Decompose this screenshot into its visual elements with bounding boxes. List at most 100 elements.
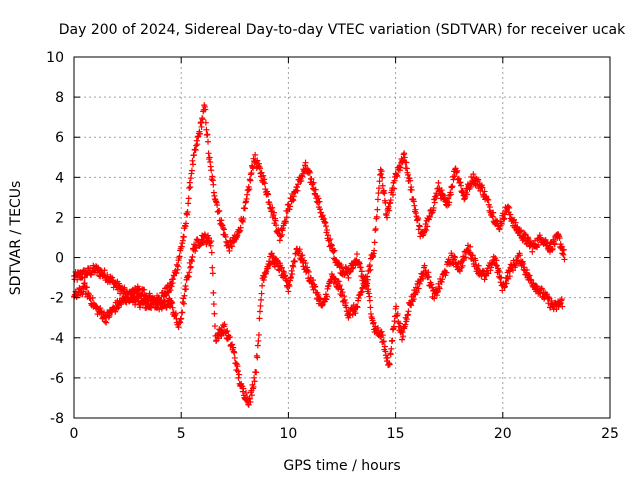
y-tick-label: -2	[50, 291, 64, 307]
data-point	[486, 204, 493, 211]
data-point	[291, 258, 298, 265]
x-tick-label: 5	[177, 426, 186, 442]
data-point	[325, 232, 332, 239]
data-point	[381, 190, 388, 197]
data-point	[231, 349, 238, 356]
data-point	[374, 206, 381, 213]
y-tick-label: 10	[46, 50, 64, 66]
axis-ticks: 0 5 10 15 20 25 -8 -6 -4 -2 0 2 4 6 8 10	[46, 50, 619, 442]
data-point	[237, 224, 244, 231]
data-point	[308, 175, 315, 182]
data-point	[405, 308, 412, 315]
x-tick-label: 25	[601, 426, 619, 442]
data-point	[258, 290, 265, 297]
data-point	[211, 323, 218, 330]
data-point	[202, 119, 209, 126]
data-point	[331, 247, 338, 254]
data-point	[407, 177, 414, 184]
data-point	[223, 328, 230, 335]
data-point	[430, 204, 437, 211]
data-point	[408, 302, 415, 309]
data-point	[470, 171, 477, 178]
data-point	[210, 301, 217, 308]
data-point	[312, 283, 319, 290]
data-point	[516, 252, 523, 259]
data-point	[352, 310, 359, 317]
data-point	[439, 191, 446, 198]
data-point	[535, 242, 542, 249]
data-point	[74, 276, 81, 283]
data-point	[529, 248, 536, 255]
data-point	[384, 354, 391, 361]
data-point	[379, 332, 386, 339]
data-point	[374, 196, 381, 203]
data-point	[254, 157, 261, 164]
data-point	[379, 174, 386, 181]
data-point	[231, 354, 238, 361]
data-point	[257, 302, 264, 309]
data-point	[443, 269, 450, 276]
data-point	[290, 263, 297, 270]
y-tick-label: -8	[50, 411, 64, 427]
data-point	[209, 264, 216, 271]
data-point	[315, 291, 322, 298]
data-point	[310, 277, 317, 284]
data-point	[168, 283, 175, 290]
data-point	[449, 183, 456, 190]
data-point	[211, 310, 218, 317]
data-point	[496, 268, 503, 275]
y-tick-label: 2	[55, 210, 64, 226]
data-point	[302, 159, 309, 166]
data-point	[387, 351, 394, 358]
data-point	[456, 268, 463, 275]
data-point	[210, 181, 217, 188]
data-point	[463, 191, 470, 198]
data-point	[485, 270, 492, 277]
data-point	[180, 233, 187, 240]
data-point	[404, 171, 411, 178]
data-point	[429, 284, 436, 291]
data-point	[345, 274, 352, 281]
data-point	[241, 205, 248, 212]
data-point	[371, 247, 378, 254]
data-point	[178, 315, 185, 322]
data-point	[347, 268, 354, 275]
data-point	[357, 264, 364, 271]
data-point	[386, 361, 393, 368]
data-point	[186, 269, 193, 276]
data-point	[278, 264, 285, 271]
data-point	[376, 178, 383, 185]
data-point	[256, 308, 263, 315]
data-point	[336, 282, 343, 289]
data-point	[496, 226, 503, 233]
data-point	[247, 177, 254, 184]
data-point	[269, 204, 276, 211]
data-point	[173, 269, 180, 276]
data-point	[426, 214, 433, 221]
data-point	[187, 184, 194, 191]
data-point	[378, 328, 385, 335]
data-point	[169, 304, 176, 311]
data-point	[436, 285, 443, 292]
data-point	[208, 167, 215, 174]
data-point	[551, 241, 558, 248]
data-point	[414, 289, 421, 296]
data-point	[354, 304, 361, 311]
data-point	[196, 130, 203, 137]
data-point	[224, 328, 231, 335]
x-tick-label: 10	[279, 426, 297, 442]
data-point	[287, 203, 294, 210]
data-point	[210, 289, 217, 296]
data-point	[247, 398, 254, 405]
data-point	[341, 297, 348, 303]
data-point	[310, 185, 317, 192]
data-point	[254, 354, 261, 361]
data-point	[330, 248, 337, 255]
data-point	[286, 283, 293, 290]
data-point	[283, 214, 290, 221]
data-point	[447, 191, 454, 198]
data-point	[370, 319, 377, 326]
data-point	[255, 337, 262, 344]
data-point	[248, 169, 255, 176]
data-point	[446, 199, 453, 206]
